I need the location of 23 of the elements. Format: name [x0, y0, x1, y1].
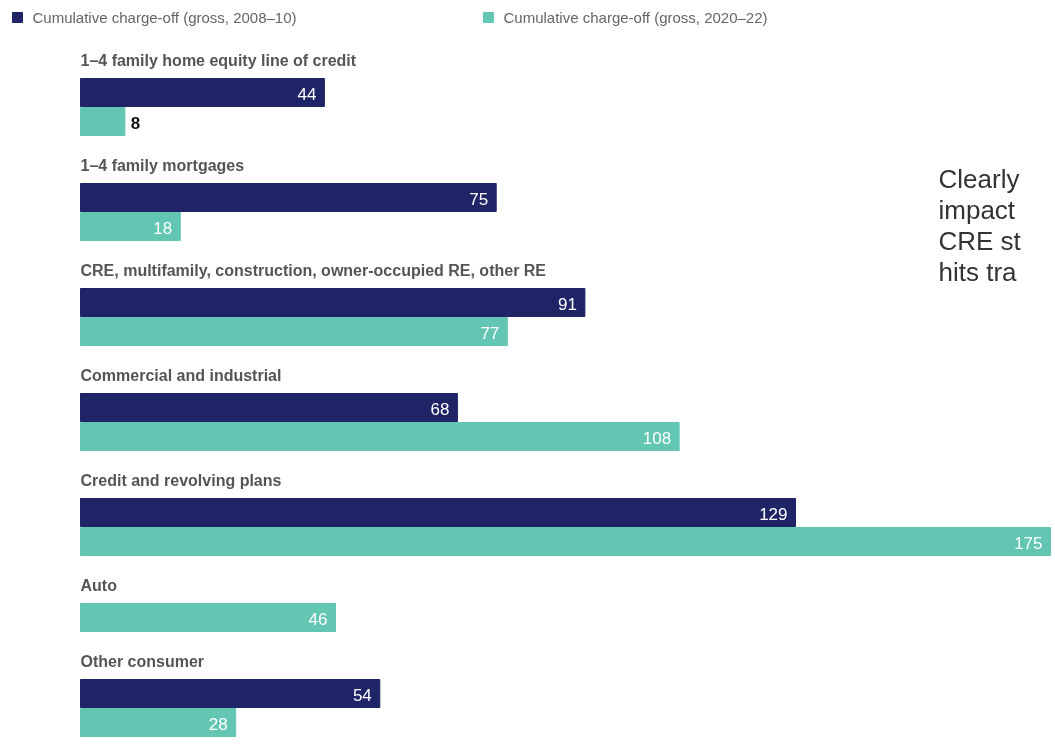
y-tick-label: Credit and revolving plans [80, 472, 282, 489]
data-label: 108 [642, 428, 672, 448]
data-label: 46 [308, 609, 328, 629]
y-tick-label: Commercial and industrial [80, 367, 282, 384]
data-label: 8 [130, 113, 141, 133]
y-tick-label: Auto [80, 577, 118, 594]
y-tick-label: CRE, multifamily, construction, owner-occupied RE, other RE [80, 262, 547, 279]
y-tick-label: Other consumer [80, 653, 205, 670]
data-label: 68 [430, 399, 450, 419]
data-label: 77 [480, 323, 500, 343]
data-label: 18 [153, 218, 173, 238]
data-label: 129 [759, 504, 788, 524]
data-label: 44 [297, 84, 317, 104]
data-label: 75 [469, 189, 489, 209]
data-label: 28 [208, 714, 228, 734]
y-tick-label: 1–4 family home equity line of credit [80, 52, 357, 69]
annotation: Clearly impact CRE st hits tra [938, 163, 1022, 287]
legend-label: Cumulative charge-off (gross, 2020–22) [503, 9, 768, 26]
legend-label: Cumulative charge-off (gross, 2008–10) [32, 9, 297, 26]
data-label: 54 [352, 685, 372, 705]
data-label: 91 [557, 294, 577, 314]
y-tick-label: 1–4 family mortgages [80, 157, 245, 174]
data-label: 175 [1014, 533, 1043, 553]
